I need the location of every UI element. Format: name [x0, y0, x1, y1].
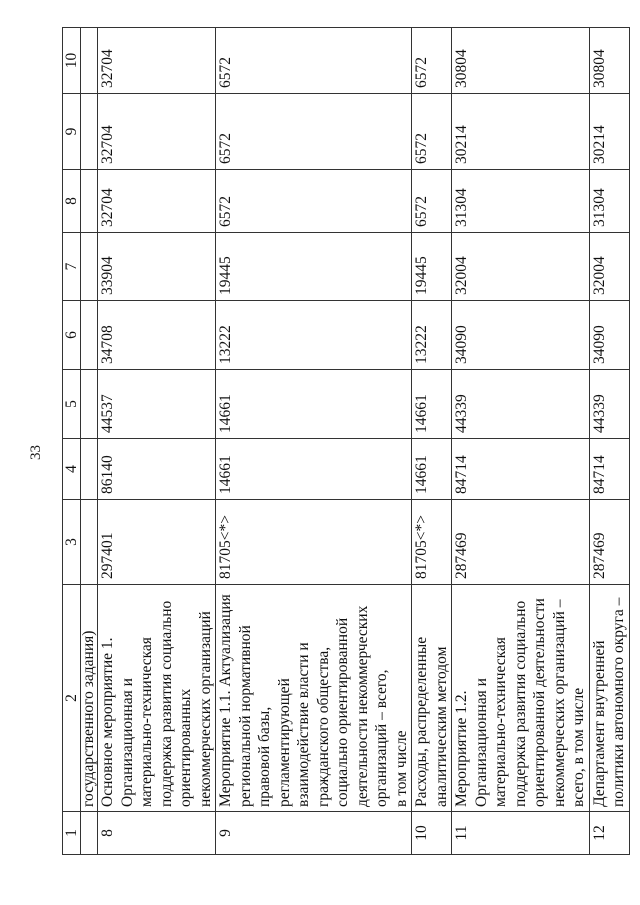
table-row: 12 Департамент внутренней политики автоно… — [589, 27, 629, 855]
value-cell: 32704 — [97, 93, 216, 170]
value-cell: 44339 — [589, 369, 629, 439]
empty-cell — [80, 438, 98, 500]
header-cell: 1 — [62, 811, 81, 855]
row-name-cell: Основное мероприятие 1. Организационная … — [97, 584, 216, 812]
row-name-cell: Мероприятие 1.1. Актуализация региональн… — [215, 584, 412, 812]
value-cell: 6572 — [411, 169, 452, 233]
row-name-cell: Мероприятие 1.2. Организационная и матер… — [451, 584, 589, 812]
header-cell: 10 — [62, 27, 81, 94]
value-cell: 297401 — [97, 499, 216, 585]
value-cell: 287469 — [451, 499, 589, 585]
value-cell: 86140 — [97, 438, 216, 500]
value-cell: 32004 — [589, 232, 629, 301]
empty-cell — [80, 300, 98, 370]
row-number-cell: 9 — [215, 811, 412, 855]
table-row: 8 Основное мероприятие 1. Организационная… — [97, 27, 216, 855]
value-cell: 14661 — [215, 369, 412, 439]
empty-cell — [80, 169, 98, 233]
value-cell: 14661 — [411, 369, 452, 439]
value-cell: 13222 — [215, 300, 412, 370]
value-cell: 19445 — [215, 232, 412, 301]
value-cell: 14661 — [215, 438, 412, 500]
value-cell: 30214 — [589, 93, 629, 170]
row-name-cell: Департамент внутренней политики автономн… — [589, 584, 629, 812]
empty-cell — [80, 93, 98, 170]
value-cell: 81705<*> — [411, 499, 452, 585]
value-cell: 44339 — [451, 369, 589, 439]
value-cell: 33904 — [97, 232, 216, 301]
value-cell: 31304 — [451, 169, 589, 233]
header-cell: 9 — [62, 93, 81, 170]
value-cell: 19445 — [411, 232, 452, 301]
value-cell: 30214 — [451, 93, 589, 170]
value-cell: 6572 — [215, 169, 412, 233]
header-cell: 5 — [62, 369, 81, 439]
header-row: 1 2 3 4 5 6 7 8 9 10 — [62, 27, 81, 855]
value-cell: 44537 — [97, 369, 216, 439]
value-cell: 31304 — [589, 169, 629, 233]
table-row: 9 Мероприятие 1.1. Актуализация региональ… — [215, 27, 412, 855]
empty-cell — [80, 27, 98, 94]
table-row: 11 Мероприятие 1.2. Организационная и мат… — [451, 27, 589, 855]
empty-cell — [80, 369, 98, 439]
budget-table: 1 2 3 4 5 6 7 8 9 10 государственного за… — [62, 27, 630, 855]
value-cell: 34090 — [451, 300, 589, 370]
value-cell: 84714 — [589, 438, 629, 500]
header-cell: 2 — [62, 584, 81, 812]
value-cell: 6572 — [215, 27, 412, 94]
value-cell: 14661 — [411, 438, 452, 500]
value-cell: 34708 — [97, 300, 216, 370]
continuation-row: государственного задания) — [80, 27, 98, 855]
value-cell: 32004 — [451, 232, 589, 301]
value-cell: 34090 — [589, 300, 629, 370]
value-cell: 81705<*> — [215, 499, 412, 585]
value-cell: 30804 — [589, 27, 629, 94]
empty-cell — [80, 499, 98, 585]
value-cell: 84714 — [451, 438, 589, 500]
header-cell: 8 — [62, 169, 81, 233]
row-number-cell: 10 — [411, 811, 452, 855]
value-cell: 13222 — [411, 300, 452, 370]
empty-cell — [80, 811, 98, 855]
value-cell: 6572 — [215, 93, 412, 170]
row-name-cell: Расходы, распределенные аналитическим ме… — [411, 584, 452, 812]
row-number-cell: 11 — [451, 811, 589, 855]
value-cell: 32704 — [97, 27, 216, 94]
page-number-text: 33 — [28, 445, 44, 460]
value-cell: 287469 — [589, 499, 629, 585]
value-cell: 30804 — [451, 27, 589, 94]
value-cell: 32704 — [97, 169, 216, 233]
value-cell: 6572 — [411, 27, 452, 94]
table-row: 10 Расходы, распределенные аналитическим … — [411, 27, 452, 855]
header-cell: 6 — [62, 300, 81, 370]
header-cell: 7 — [62, 232, 81, 301]
empty-cell — [80, 232, 98, 301]
row-number-cell: 12 — [589, 811, 629, 855]
header-cell: 4 — [62, 438, 81, 500]
header-cell: 3 — [62, 499, 81, 585]
page-number: 33 — [28, 0, 45, 905]
continuation-text: государственного задания) — [80, 584, 98, 812]
row-number-cell: 8 — [97, 811, 216, 855]
value-cell: 6572 — [411, 93, 452, 170]
